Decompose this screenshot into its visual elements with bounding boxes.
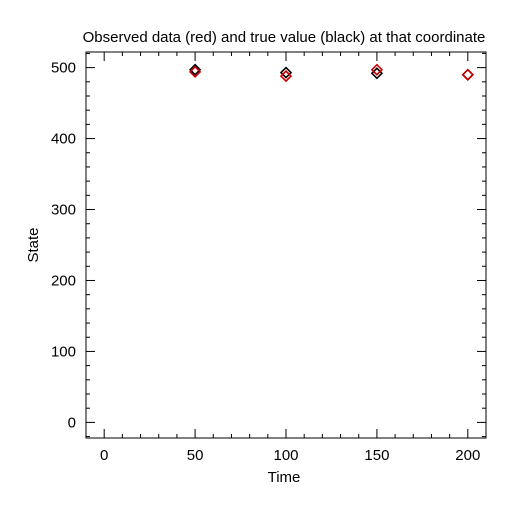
observed-data-point [370,63,384,76]
y-tick-label: 300 [51,202,76,219]
x-axis: 0 50 100 150 200 [85,52,487,464]
true-value-point [188,63,202,76]
y-axis: 0 100 200 300 400 500 [51,52,486,438]
y-tick-label: 200 [51,272,76,289]
y-tick-label: 100 [51,343,76,360]
observed-data-point [188,65,202,78]
true-value-point [370,67,384,80]
x-tick-label: 150 [364,447,389,464]
y-axis-label: State [25,227,42,262]
x-axis-label: Time [268,469,301,486]
x-tick-label: 0 [100,447,108,464]
true-value-point [279,66,293,79]
x-tick-label: 50 [187,447,204,464]
observed-data-point [279,69,293,83]
observed-data-point [461,68,474,81]
x-tick-label: 200 [455,447,480,464]
true-value-point [461,68,474,81]
plot-area-frame [85,51,487,439]
y-tick-label: 0 [68,414,76,431]
y-tick-label: 400 [51,131,76,148]
x-tick-label: 100 [273,447,298,464]
chart-title: Observed data (red) and true value (blac… [83,29,486,46]
y-tick-label: 500 [51,60,76,77]
data-points [188,63,474,83]
